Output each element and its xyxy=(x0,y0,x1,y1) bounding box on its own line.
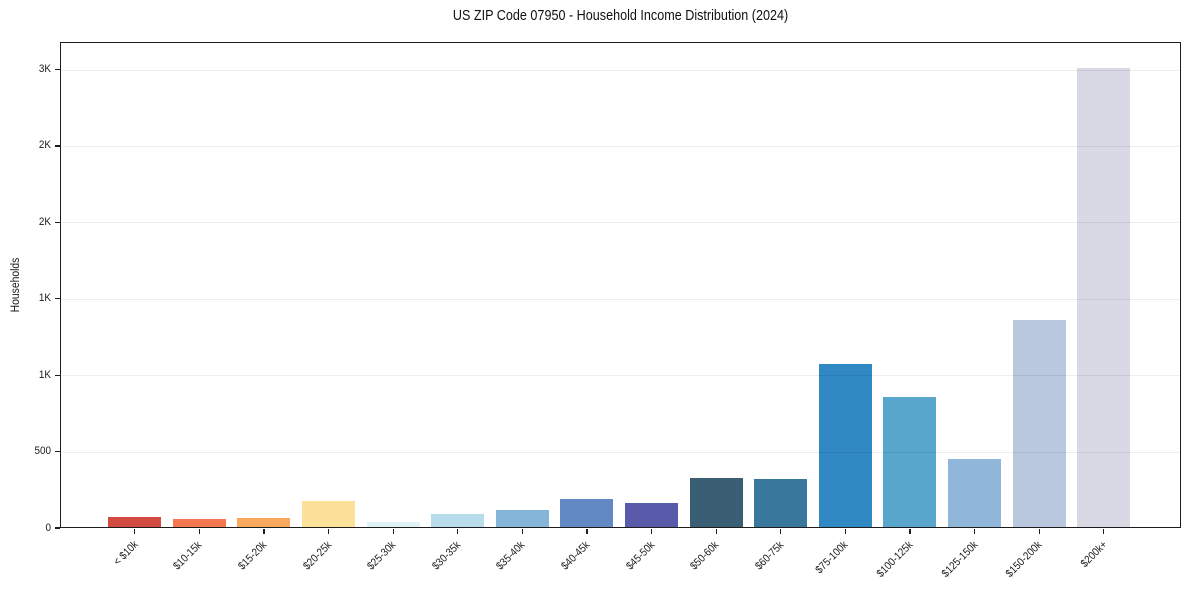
chart-title: US ZIP Code 07950 - Household Income Dis… xyxy=(452,7,789,24)
x-tick-mark-14 xyxy=(1038,529,1040,534)
bar-10 xyxy=(754,479,808,528)
x-tick-label-text: < $10k xyxy=(110,539,141,569)
x-tick-mark-12 xyxy=(909,529,911,534)
x-tick-mark-6 xyxy=(521,529,523,534)
y-tick-mark-6 xyxy=(55,68,60,71)
bar-0 xyxy=(108,517,162,528)
gridline-1000 xyxy=(62,375,1179,377)
x-tick-label-text: $35-40k xyxy=(494,539,528,573)
x-tick-mark-9 xyxy=(715,529,717,534)
chart-title-row: US ZIP Code 07950 - Household Income Dis… xyxy=(60,7,1181,24)
y-tick-mark-5 xyxy=(55,145,60,147)
x-tick-mark-2 xyxy=(263,529,265,534)
bar-14 xyxy=(1012,319,1066,528)
x-tick-mark-11 xyxy=(844,529,846,534)
y-tick-mark-1 xyxy=(55,450,60,453)
x-tick-label-text: $75-100k xyxy=(813,539,851,577)
y-tick-label-6: 3K xyxy=(38,63,51,75)
bar-6 xyxy=(495,510,549,528)
y-tick-label-5: 2K xyxy=(38,139,51,152)
x-tick-mark-5 xyxy=(457,529,459,534)
bar-13 xyxy=(948,459,1001,528)
x-tick-label-text: $30-35k xyxy=(429,539,464,573)
y-tick-mark-0 xyxy=(55,527,60,529)
x-tick-label-text: $100-125k xyxy=(874,539,916,580)
y-tick-label-4: 2K xyxy=(38,215,51,228)
bar-2 xyxy=(237,518,291,528)
y-tick-label-1: 500 xyxy=(34,445,51,458)
x-tick-label-text: $125-150k xyxy=(939,539,980,580)
x-tick-label-text: $40-45k xyxy=(559,539,593,573)
gridline-2000 xyxy=(62,222,1179,224)
x-tick-label-text: $15-20k xyxy=(236,539,270,573)
y-tick-mark-3 xyxy=(55,298,60,300)
bar-8 xyxy=(625,502,678,528)
x-tick-label-text: $200k+ xyxy=(1078,539,1110,571)
gridline-1500 xyxy=(62,298,1179,300)
bar-11 xyxy=(818,363,872,528)
y-tick-label-0: 0 xyxy=(45,521,51,534)
bar-3 xyxy=(302,500,355,528)
bar-9 xyxy=(689,478,743,528)
x-tick-label-text: $150-200k xyxy=(1003,539,1045,580)
bar-15 xyxy=(1077,67,1131,528)
gridline-500 xyxy=(62,451,1179,453)
x-tick-mark-15 xyxy=(1103,529,1105,534)
y-tick-label-3: 1K xyxy=(38,292,51,305)
gridline-3000 xyxy=(62,69,1179,71)
bar-4 xyxy=(366,521,420,528)
gridline-2500 xyxy=(62,145,1179,147)
y-tick-mark-2 xyxy=(55,374,60,376)
bar-1 xyxy=(172,519,226,528)
x-tick-label-text: $20-25k xyxy=(300,539,334,573)
x-tick-mark-13 xyxy=(973,529,976,534)
x-tick-mark-7 xyxy=(586,529,588,534)
bar-5 xyxy=(431,513,485,528)
x-tick-label-text: $50-60k xyxy=(688,539,722,573)
x-tick-label-text: $25-30k xyxy=(365,539,399,573)
x-tick-mark-4 xyxy=(392,529,394,534)
bar-12 xyxy=(883,396,937,528)
x-tick-mark-1 xyxy=(198,529,200,534)
x-tick-mark-8 xyxy=(650,529,653,534)
y-tick-label-2: 1K xyxy=(38,368,51,381)
bar-7 xyxy=(560,499,614,528)
x-tick-label-text: $45-50k xyxy=(623,539,657,573)
x-tick-mark-3 xyxy=(327,529,330,534)
x-tick-mark-10 xyxy=(780,529,782,534)
x-tick-label-text: $10-15k xyxy=(171,539,205,573)
y-tick-mark-4 xyxy=(55,221,60,224)
x-tick-mark-0 xyxy=(134,529,136,534)
x-tick-label-text: $60-75k xyxy=(752,539,787,573)
